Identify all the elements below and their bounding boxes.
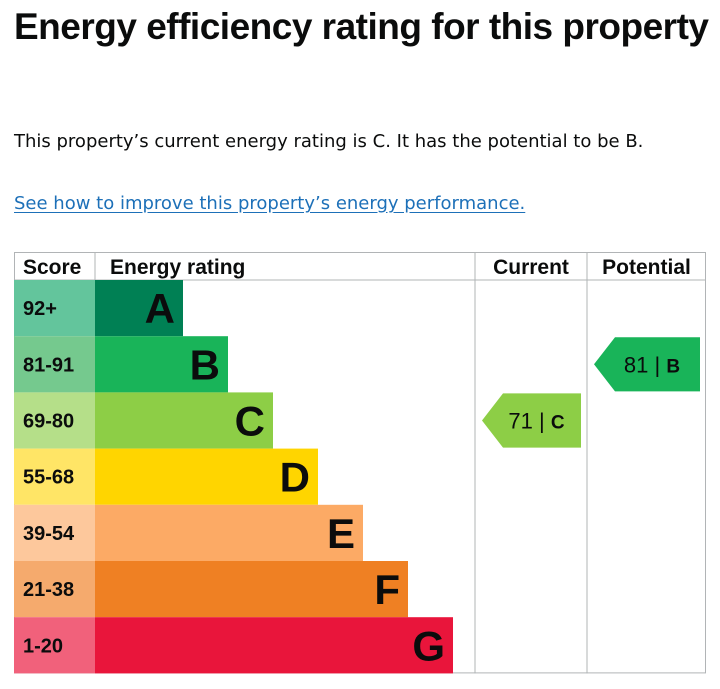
rating-letter-g: G [412, 622, 445, 669]
rating-letter-f: F [374, 566, 400, 613]
potential-rating-label: 81 | B [624, 352, 680, 377]
rating-letter-a: A [145, 285, 175, 332]
score-header: Score [23, 256, 81, 279]
energy-rating-chart: Score Energy rating Current Potential 92+ A 81… [14, 252, 706, 674]
score-cell-g [14, 617, 95, 674]
score-cell-c [14, 392, 95, 449]
current-rating-arrow [482, 393, 581, 448]
score-cell-a [14, 280, 95, 337]
rating-bar-g [95, 617, 453, 674]
score-cell-d [14, 448, 95, 505]
rating-letter-d: D [280, 454, 310, 501]
potential-rating-arrow [594, 337, 700, 392]
rating-summary: This property’s current energy rating is… [14, 131, 644, 152]
rating-bar-e [95, 504, 363, 561]
score-range-f: 21-38 [23, 579, 74, 601]
rating-letter-e: E [327, 510, 355, 557]
rating-bar-b [95, 336, 228, 393]
score-range-b: 81-91 [23, 354, 74, 376]
improve-energy-performance-link[interactable]: See how to improve this property’s energ… [14, 193, 526, 214]
energy-rating-header: Energy rating [110, 256, 245, 279]
score-range-d: 55-68 [23, 467, 74, 489]
rating-letter-b: B [190, 341, 220, 388]
page-title: Energy efficiency rating for this proper… [14, 6, 709, 47]
rating-bar-f [95, 561, 408, 618]
rating-bar-d [95, 448, 318, 505]
current-header: Current [493, 256, 569, 279]
score-range-c: 69-80 [23, 411, 74, 433]
score-cell-b [14, 336, 95, 393]
energy-rating-graph: Score Energy rating Current Potential 92+ A 81… [14, 252, 706, 674]
current-rating-label: 71 | C [508, 409, 564, 434]
score-range-e: 39-54 [23, 523, 75, 545]
rating-bar-a [95, 280, 183, 337]
rating-bar-c [95, 392, 273, 449]
score-range-a: 92+ [23, 298, 57, 320]
score-cell-e [14, 504, 95, 561]
rating-letter-c: C [235, 398, 265, 445]
potential-header: Potential [602, 256, 691, 279]
score-cell-f [14, 561, 95, 618]
score-range-g: 1-20 [23, 635, 63, 657]
